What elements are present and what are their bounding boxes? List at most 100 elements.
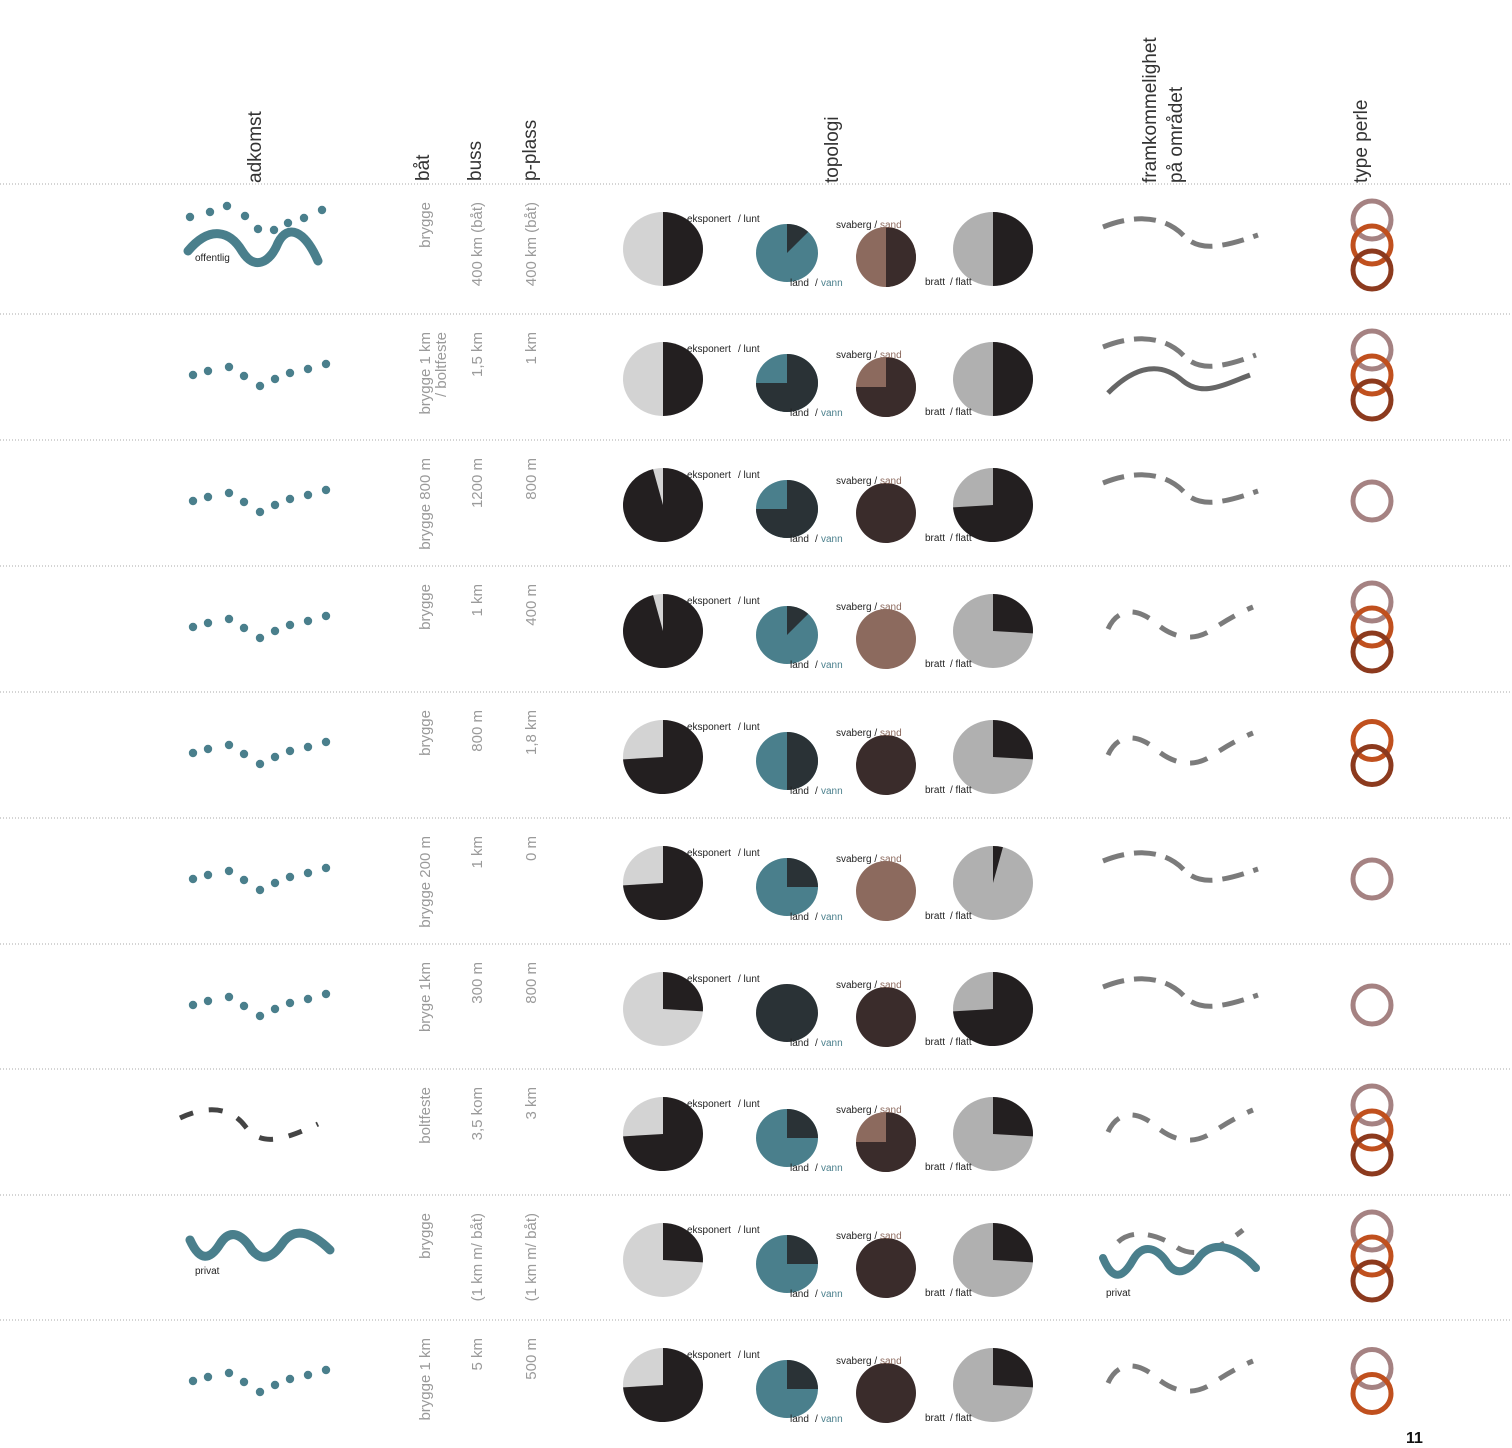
pie-dark <box>663 342 703 416</box>
pie-eksponert-lunt <box>623 342 703 416</box>
pplass-text: 800 m <box>523 458 540 500</box>
label-lunt: / lunt <box>738 596 760 607</box>
adkomst-dot <box>224 992 234 1002</box>
pie-dark <box>856 1363 916 1423</box>
adkomst-dot <box>269 225 279 235</box>
framkommelighet-dashed-wiggle <box>1105 1107 1254 1143</box>
adkomst-dot <box>255 1387 265 1397</box>
type-perle <box>1350 857 1394 901</box>
adkomst-dot <box>188 1000 198 1010</box>
buss-text: 1 km <box>469 584 486 617</box>
label-bratt: bratt <box>925 1288 945 1299</box>
framkommelighet-dashed-and-solid <box>1102 336 1257 395</box>
adkomst-dot <box>205 207 215 217</box>
type-perle <box>1350 983 1394 1027</box>
label-svaberg: svaberg / <box>836 728 877 739</box>
bat-text-line: brygge <box>417 202 434 248</box>
pie-bratt-flatt <box>953 720 1033 794</box>
adkomst-dots <box>188 737 331 769</box>
pplass-text-line: 3 km <box>523 1087 540 1120</box>
adkomst-dot <box>285 872 295 882</box>
pie-dark <box>993 720 1033 760</box>
pie-dark <box>993 1348 1033 1388</box>
label-slash: / <box>815 1038 818 1049</box>
label-lunt: / lunt <box>738 1350 760 1361</box>
label-bratt: bratt <box>925 1413 945 1424</box>
page-number: 11 <box>1406 1430 1423 1447</box>
adkomst-dot <box>188 370 198 380</box>
label-eksponert: eksponert <box>687 1225 731 1236</box>
bat-text: brygge 1 km / boltfeste <box>417 332 450 415</box>
label-privat: privat <box>195 1266 220 1277</box>
adkomst-dot <box>239 371 249 381</box>
label-lunt: / lunt <box>738 344 760 355</box>
adkomst-dot <box>203 870 213 880</box>
adkomst-dot <box>283 218 293 228</box>
label-lunt: / lunt <box>738 1099 760 1110</box>
bat-text-line: boltfeste <box>417 1087 434 1144</box>
pie-dark <box>787 1109 818 1138</box>
adkomst-dot <box>321 611 331 621</box>
adkomst-dot <box>303 868 313 878</box>
pie-bratt-flatt <box>953 1348 1033 1422</box>
table-row: privat brygge (1 km m/ båt) (1 km m/ båt) ek… <box>185 1209 1394 1303</box>
perle-ring-mauve <box>1350 328 1394 372</box>
adkomst-wave-public: offentlig <box>183 201 327 268</box>
perle-ring-rust <box>1350 630 1394 674</box>
framkommelighet-dashed-private: privat <box>1099 1228 1260 1299</box>
label-vann: vann <box>821 912 843 923</box>
label-sand: sand <box>880 602 902 613</box>
adkomst-wave <box>183 227 323 268</box>
adkomst-dot <box>239 1001 249 1011</box>
framkommelighet-dashed-curve <box>1102 216 1259 249</box>
pie-bratt-flatt <box>953 972 1033 1046</box>
framk-solid <box>1106 366 1251 395</box>
adkomst-dot <box>270 1380 280 1390</box>
perle-ring-orange <box>1350 719 1394 762</box>
adkomst-dot <box>188 874 198 884</box>
label-land: land <box>790 1414 809 1425</box>
adkomst-dot <box>270 500 280 510</box>
pie-dark <box>756 354 818 412</box>
adkomst-dot <box>239 497 249 507</box>
label-flatt: / flatt <box>950 1162 972 1173</box>
label-flatt: / flatt <box>950 533 972 544</box>
adkomst-dot <box>321 359 331 369</box>
framk-dashed <box>1102 336 1257 369</box>
pie-land-vann <box>756 984 818 1042</box>
pie-dark <box>623 720 703 794</box>
pie-eksponert-lunt <box>623 468 703 542</box>
label-svaberg: svaberg / <box>836 980 877 991</box>
label-bratt: bratt <box>925 277 945 288</box>
pie-light <box>856 861 916 921</box>
pie-dark <box>663 212 703 286</box>
adkomst-dot <box>303 616 313 626</box>
pie-svaberg-sand <box>856 1112 916 1172</box>
label-vann: vann <box>821 534 843 545</box>
pie-dark <box>993 594 1033 634</box>
bat-text-line: brygge 800 m <box>417 458 434 550</box>
label-svaberg: svaberg / <box>836 476 877 487</box>
pie-svaberg-sand <box>856 483 916 543</box>
adkomst-dashed <box>178 1107 320 1142</box>
pie-dark <box>623 1348 703 1423</box>
adkomst-dot <box>224 866 234 876</box>
framk-dashed <box>1102 216 1259 249</box>
bat-text: brygge <box>417 1213 434 1259</box>
perle-ring-mauve <box>1350 580 1394 624</box>
label-svaberg: svaberg / <box>836 1105 877 1116</box>
pie-land-vann <box>756 1360 818 1418</box>
label-slash: / <box>815 912 818 923</box>
pie-svaberg-sand <box>856 357 916 417</box>
adkomst-dot <box>321 485 331 495</box>
framkommelighet-dashed-wiggle <box>1105 1358 1254 1394</box>
pie-bratt-flatt <box>953 1223 1033 1297</box>
adkomst-dot <box>188 748 198 758</box>
type-perle <box>1350 328 1394 422</box>
bat-text: brygge <box>417 710 434 756</box>
bat-text: bryge 1km <box>417 962 434 1032</box>
label-slash: / <box>815 1163 818 1174</box>
table-row: brygge 800 m 1,8 km eksponert / lunt land / van… <box>188 710 1394 797</box>
